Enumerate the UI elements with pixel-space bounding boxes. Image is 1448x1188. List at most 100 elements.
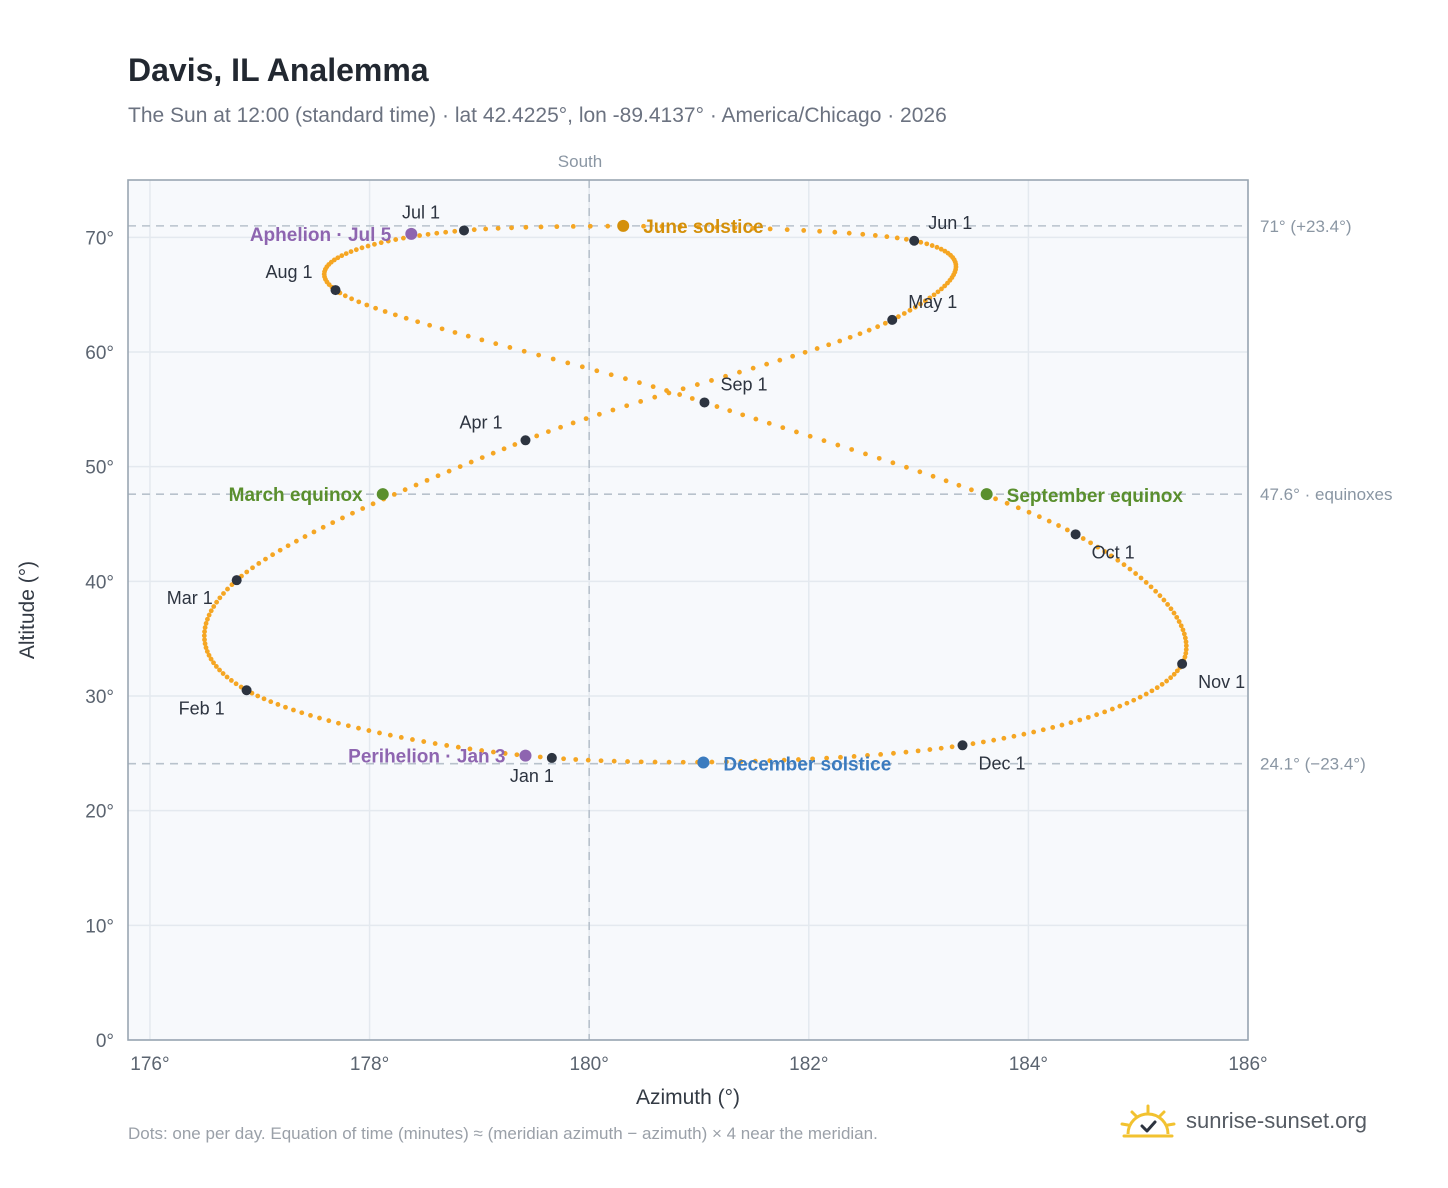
chart-title: Davis, IL Analemma bbox=[128, 52, 429, 88]
month-marker bbox=[241, 685, 252, 696]
daily-sun-dot bbox=[694, 382, 700, 387]
daily-sun-dot bbox=[637, 380, 642, 386]
y-tick-label: 50° bbox=[85, 458, 114, 479]
event-marker bbox=[617, 219, 630, 232]
daily-sun-dot bbox=[471, 227, 477, 233]
daily-sun-dot bbox=[1109, 706, 1115, 712]
reference-line-label: 47.6° · equinoxes bbox=[1260, 485, 1393, 504]
daily-sun-dot bbox=[421, 739, 427, 744]
reference-line-label: 71° (+23.4°) bbox=[1260, 217, 1352, 236]
daily-sun-dot bbox=[935, 289, 941, 295]
plot-frame bbox=[127, 179, 1249, 1041]
daily-sun-dot bbox=[969, 487, 974, 493]
daily-sun-dot bbox=[714, 224, 720, 230]
month-label: Feb 1 bbox=[179, 698, 225, 718]
daily-sun-dot bbox=[1046, 518, 1052, 524]
month-label: Aug 1 bbox=[266, 262, 313, 282]
daily-sun-dot bbox=[611, 758, 617, 764]
daily-sun-dot bbox=[1094, 712, 1100, 718]
daily-sun-dot bbox=[927, 295, 933, 301]
daily-sun-dot bbox=[255, 693, 261, 699]
daily-sun-dot bbox=[1095, 544, 1101, 550]
daily-sun-dot bbox=[339, 253, 345, 259]
daily-sun-dot bbox=[677, 392, 683, 397]
month-label: Jul 1 bbox=[402, 202, 440, 222]
daily-sun-dot bbox=[317, 715, 322, 721]
y-tick-label: 70° bbox=[85, 228, 114, 249]
daily-sun-dot bbox=[1183, 643, 1189, 649]
daily-sun-dot bbox=[598, 758, 604, 764]
daily-sun-dot bbox=[536, 352, 542, 358]
daily-sun-dot bbox=[554, 224, 560, 230]
daily-sun-dot bbox=[335, 255, 341, 261]
daily-sun-dot bbox=[366, 728, 372, 733]
daily-sun-dot bbox=[353, 247, 359, 253]
daily-sun-dot bbox=[915, 748, 921, 754]
daily-sun-dot bbox=[723, 373, 728, 379]
daily-sun-dot bbox=[467, 746, 473, 752]
daily-sun-dot bbox=[1064, 527, 1070, 533]
daily-sun-dot bbox=[302, 534, 308, 539]
daily-sun-dot bbox=[878, 751, 884, 757]
daily-sun-dot bbox=[1011, 733, 1017, 739]
daily-sun-dot bbox=[980, 739, 986, 745]
daily-sun-dot bbox=[767, 758, 773, 764]
daily-sun-dot bbox=[343, 251, 349, 257]
daily-sun-dot bbox=[342, 293, 348, 299]
daily-sun-dot bbox=[1181, 631, 1187, 637]
daily-sun-dot bbox=[393, 237, 399, 242]
daily-sun-dot bbox=[1149, 688, 1155, 694]
daily-sun-dot bbox=[942, 248, 948, 254]
daily-sun-dot bbox=[907, 307, 913, 313]
daily-sun-dot bbox=[211, 604, 217, 609]
daily-sun-dot bbox=[256, 561, 262, 566]
daily-sun-dot bbox=[391, 491, 397, 497]
daily-sun-dot bbox=[283, 704, 288, 710]
daily-sun-dot bbox=[596, 411, 602, 417]
reference-lines: 71° (+23.4°) 47.6° · equinoxes 24.1° (−23.… bbox=[128, 180, 1393, 1040]
daily-sun-dot bbox=[927, 747, 933, 752]
brand-text[interactable]: sunrise-sunset.org bbox=[1186, 1108, 1367, 1133]
month-marker bbox=[887, 314, 898, 325]
daily-sun-dot bbox=[1182, 635, 1188, 641]
event-label: September equinox bbox=[1007, 486, 1184, 507]
month-label: Jun 1 bbox=[928, 213, 972, 233]
daily-sun-dot bbox=[270, 552, 276, 558]
daily-sun-dot bbox=[268, 699, 274, 705]
daily-sun-dot bbox=[1131, 697, 1137, 703]
daily-sun-dot bbox=[922, 298, 928, 304]
daily-sun-dot bbox=[1121, 562, 1127, 568]
daily-sun-dot bbox=[781, 757, 787, 763]
daily-sun-dot bbox=[417, 233, 423, 238]
daily-sun-dot bbox=[1171, 610, 1177, 616]
daily-sun-dot bbox=[623, 376, 628, 382]
x-tick-label: 178° bbox=[350, 1054, 389, 1075]
month-label: Oct 1 bbox=[1092, 542, 1135, 562]
month-marker bbox=[957, 740, 968, 751]
brand[interactable]: sunrise-sunset.org bbox=[1120, 1104, 1367, 1138]
daily-sun-dot bbox=[452, 228, 458, 234]
daily-sun-dot bbox=[1004, 500, 1010, 506]
daily-sun-dot bbox=[912, 304, 918, 310]
daily-sun-dot bbox=[558, 424, 563, 430]
month-label: Dec 1 bbox=[979, 753, 1026, 773]
daily-sun-dot bbox=[677, 224, 683, 230]
daily-sun-dot bbox=[501, 446, 507, 452]
month-marker bbox=[1177, 658, 1188, 669]
daily-sun-dot bbox=[570, 420, 576, 426]
daily-sun-dot bbox=[382, 309, 388, 314]
daily-sun-dot bbox=[479, 337, 485, 343]
daily-sun-dot bbox=[490, 450, 496, 456]
daily-sun-dot bbox=[203, 621, 209, 626]
daily-sun-dot bbox=[570, 223, 576, 229]
daily-sun-dot bbox=[348, 249, 354, 255]
daily-sun-dot bbox=[585, 757, 591, 763]
daily-sun-dot bbox=[752, 758, 758, 764]
month-marker bbox=[330, 285, 341, 296]
x-axis-label: Azimuth (°) bbox=[636, 1086, 740, 1109]
daily-sun-dot bbox=[903, 236, 909, 242]
daily-sun-dot bbox=[1056, 523, 1061, 528]
daily-sun-dot bbox=[201, 633, 207, 639]
daily-sun-dot bbox=[794, 429, 799, 435]
daily-sun-dot bbox=[1153, 588, 1159, 594]
